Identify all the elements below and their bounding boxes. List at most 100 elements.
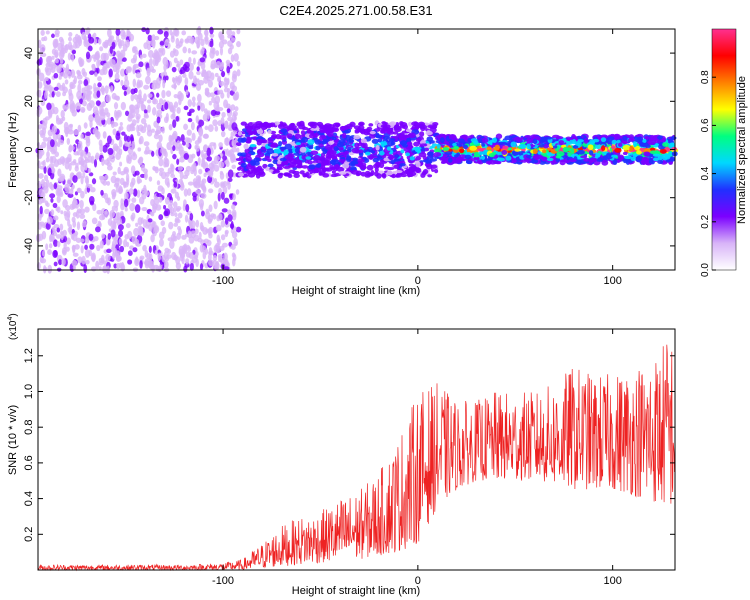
heatmap-cell <box>575 160 583 165</box>
heatmap-cell <box>42 137 49 142</box>
heatmap-cell <box>216 104 220 112</box>
heatmap-cell <box>191 96 196 102</box>
heatmap-cell <box>139 135 144 145</box>
heatmap-cell <box>559 159 566 166</box>
heatmap-cell <box>164 176 170 186</box>
heatmap-cell <box>226 77 230 86</box>
heatmap-cell <box>49 139 55 148</box>
heatmap-cell <box>160 72 165 77</box>
heatmap-cell <box>164 196 170 205</box>
heatmap-cell <box>171 133 177 140</box>
heatmap-cell <box>204 248 209 255</box>
heatmap-cell <box>141 53 147 59</box>
heatmap-cell <box>209 33 215 38</box>
heatmap-cell <box>44 208 50 215</box>
heatmap-cell <box>81 68 86 76</box>
colorbar-tick-label: 0.2 <box>700 214 711 228</box>
heatmap-cell <box>181 250 186 259</box>
heatmap-cell <box>301 155 306 160</box>
heatmap-cell <box>139 54 143 60</box>
heatmap-cell <box>210 72 215 81</box>
heatmap-cell <box>182 174 189 180</box>
heatmap-cell <box>357 158 365 164</box>
heatmap-cell <box>524 135 532 139</box>
heatmap-cell <box>277 160 282 165</box>
heatmap-cell <box>43 36 48 42</box>
heatmap-cell <box>43 185 49 194</box>
heatmap-cell <box>71 49 76 55</box>
heatmap-cell <box>115 145 121 154</box>
heatmap-cell <box>91 63 96 72</box>
heatmap-cell <box>206 91 211 98</box>
y-tick-label: 0.2 <box>23 527 35 542</box>
heatmap-cell <box>405 128 412 133</box>
heatmap-cell <box>201 158 206 165</box>
heatmap-cell <box>144 250 149 258</box>
heatmap-cell <box>501 149 508 155</box>
heatmap-cell <box>252 129 258 135</box>
heatmap-cell <box>236 28 241 35</box>
heatmap-cell <box>137 217 143 226</box>
heatmap-cell <box>158 158 164 167</box>
heatmap-cell <box>382 141 387 146</box>
heatmap-cell <box>84 164 88 170</box>
heatmap-cell <box>71 54 75 62</box>
heatmap-cell <box>371 138 379 144</box>
heatmap-cell <box>104 209 109 218</box>
heatmap-cell <box>84 85 90 92</box>
heatmap-cell <box>307 139 315 145</box>
heatmap-cell <box>337 159 346 163</box>
heatmap-cell <box>514 148 521 152</box>
heatmap-cell <box>158 196 163 203</box>
heatmap-cell <box>139 260 143 269</box>
heatmap-cell <box>210 47 215 54</box>
heatmap-cell <box>193 181 198 188</box>
heatmap-cell <box>194 228 199 235</box>
heatmap-cell <box>89 187 96 193</box>
heatmap-cell <box>523 158 532 162</box>
heatmap-cell <box>386 146 392 151</box>
heatmap-cell <box>622 135 628 141</box>
snr-y-multiplier: (x104) <box>7 313 19 340</box>
heatmap-cell <box>55 91 61 98</box>
heatmap-cell <box>102 265 108 274</box>
heatmap-cell <box>76 221 81 231</box>
heatmap-cell <box>286 133 293 139</box>
heatmap-cell <box>301 165 309 169</box>
heatmap-cell <box>180 66 186 74</box>
heatmap-cell <box>189 212 194 221</box>
heatmap-cell <box>183 123 189 131</box>
heatmap-cell <box>671 146 678 151</box>
heatmap-cell <box>127 115 133 122</box>
heatmap-cell <box>132 188 138 197</box>
heatmap-cell <box>176 158 180 165</box>
heatmap-cell <box>118 229 124 238</box>
heatmap-cell <box>155 129 161 135</box>
heatmap-cell <box>268 139 274 144</box>
heatmap-cell <box>206 156 213 162</box>
heatmap-cell <box>611 145 616 150</box>
heatmap-cell <box>159 40 165 46</box>
heatmap-cell <box>112 171 117 176</box>
heatmap-cell <box>568 158 577 163</box>
heatmap-cell <box>226 108 231 114</box>
heatmap-cell <box>177 165 183 171</box>
heatmap-cell <box>175 115 180 122</box>
heatmap-cell <box>68 36 72 42</box>
heatmap-cell <box>176 106 181 114</box>
heatmap-cell <box>85 51 91 60</box>
heatmap-cell <box>158 238 164 247</box>
heatmap-cell <box>327 149 335 155</box>
heatmap-cell <box>102 131 107 139</box>
heatmap-cell <box>215 155 220 162</box>
heatmap-cell <box>196 66 200 72</box>
colorbar: 0.0 0.2 0.4 0.6 0.8 Normalized spectral ampl… <box>700 28 748 277</box>
heatmap-cell <box>38 124 43 130</box>
heatmap-cell <box>64 43 70 51</box>
heatmap-cell <box>136 175 141 185</box>
heatmap-cell <box>230 244 236 250</box>
heatmap-cell <box>62 104 67 110</box>
heatmap-cell <box>652 157 660 162</box>
heatmap-cell <box>213 200 218 210</box>
heatmap-cell <box>84 244 88 250</box>
